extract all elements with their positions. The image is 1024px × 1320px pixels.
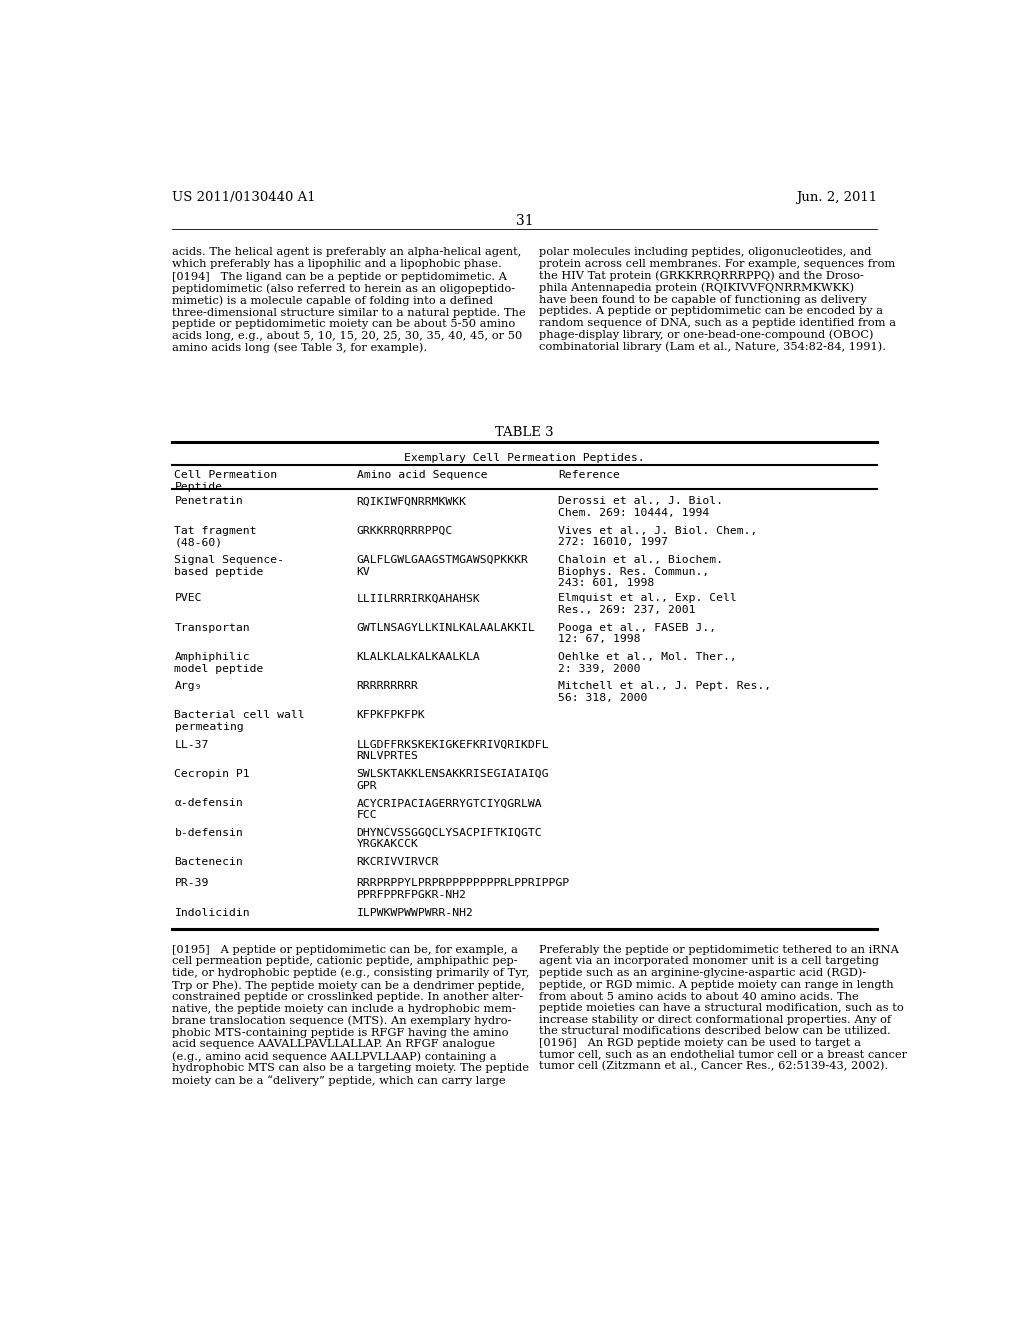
- Text: LLGDFFRKSKEKIGKEFKRIVQRIKDFL
RNLVPRTES: LLGDFFRKSKEKIGKEFKRIVQRIKDFL RNLVPRTES: [356, 739, 549, 762]
- Text: RRRRRRRRR: RRRRRRRRR: [356, 681, 419, 692]
- Text: US 2011/0130440 A1: US 2011/0130440 A1: [172, 191, 315, 203]
- Text: SWLSKTAKKLENSAKKRISEGIAIAIQG
GPR: SWLSKTAKKLENSAKKRISEGIAIAIQG GPR: [356, 770, 549, 791]
- Text: ILPWKWPWWPWRR-NH2: ILPWKWPWWPWRR-NH2: [356, 908, 473, 917]
- Text: Amino acid Sequence: Amino acid Sequence: [356, 470, 487, 480]
- Text: Cell Permeation
Peptide: Cell Permeation Peptide: [174, 470, 278, 492]
- Text: KFPKFPKFPK: KFPKFPKFPK: [356, 710, 425, 721]
- Text: LL-37: LL-37: [174, 739, 209, 750]
- Text: KLALKLALKALKAALKLA: KLALKLALKALKAALKLA: [356, 652, 480, 661]
- Text: [0195]   A peptide or peptidomimetic can be, for example, a
cell permeation pept: [0195] A peptide or peptidomimetic can b…: [172, 945, 529, 1086]
- Text: Derossi et al., J. Biol.
Chem. 269: 10444, 1994: Derossi et al., J. Biol. Chem. 269: 1044…: [558, 496, 723, 517]
- Text: RRRPRPPYLPRPRPPPPPPPPRLPPRIPPGP
PPRFPPRFPGKR-NH2: RRRPRPPYLPRPRPPPPPPPPRLPPRIPPGP PPRFPPRF…: [356, 878, 569, 900]
- Text: [0194]   The ligand can be a peptide or peptidomimetic. A
peptidomimetic (also r: [0194] The ligand can be a peptide or pe…: [172, 272, 525, 354]
- Text: Preferably the peptide or peptidomimetic tethered to an iRNA
agent via an incorp: Preferably the peptide or peptidomimetic…: [539, 945, 907, 1072]
- Text: DHYNCVSSGGQCLYSACPIFTKIQGTC
YRGKAKCCK: DHYNCVSSGGQCLYSACPIFTKIQGTC YRGKAKCCK: [356, 828, 543, 849]
- Text: RQIKIWFQNRRMKWKK: RQIKIWFQNRRMKWKK: [356, 496, 467, 507]
- Text: Cecropin P1: Cecropin P1: [174, 770, 250, 779]
- Text: Oehlke et al., Mol. Ther.,
2: 339, 2000: Oehlke et al., Mol. Ther., 2: 339, 2000: [558, 652, 737, 673]
- Text: TABLE 3: TABLE 3: [496, 426, 554, 440]
- Text: PVEC: PVEC: [174, 594, 202, 603]
- Text: acids. The helical agent is preferably an alpha-helical agent,
which preferably : acids. The helical agent is preferably a…: [172, 247, 521, 268]
- Text: GRKKRRQRRRPPQC: GRKKRRQRRRPPQC: [356, 525, 453, 536]
- Text: b-defensin: b-defensin: [174, 828, 244, 837]
- Text: Bactenecin: Bactenecin: [174, 857, 244, 867]
- Text: Exemplary Cell Permeation Peptides.: Exemplary Cell Permeation Peptides.: [404, 453, 645, 462]
- Text: LLIILRRRIRKQAHAHSK: LLIILRRRIRKQAHAHSK: [356, 594, 480, 603]
- Text: Pooga et al., FASEB J.,
12: 67, 1998: Pooga et al., FASEB J., 12: 67, 1998: [558, 623, 716, 644]
- Text: Amphiphilic
model peptide: Amphiphilic model peptide: [174, 652, 264, 673]
- Text: Tat fragment
(48-60): Tat fragment (48-60): [174, 525, 257, 548]
- Text: polar molecules including peptides, oligonucleotides, and
protein across cell me: polar molecules including peptides, olig…: [539, 247, 896, 352]
- Text: Reference: Reference: [558, 470, 620, 480]
- Text: Arg₉: Arg₉: [174, 681, 202, 692]
- Text: Transportan: Transportan: [174, 623, 250, 632]
- Text: RKCRIVVIRVCR: RKCRIVVIRVCR: [356, 857, 439, 867]
- Text: GALFLGWLGAAGSTMGAWSQPKKKR
KV: GALFLGWLGAAGSTMGAWSQPKKKR KV: [356, 554, 528, 577]
- Text: PR-39: PR-39: [174, 878, 209, 888]
- Text: Indolicidin: Indolicidin: [174, 908, 250, 917]
- Text: 31: 31: [516, 214, 534, 228]
- Text: ACYCRIPACIAGERRYGTCIYQGRLWA
FCC: ACYCRIPACIAGERRYGTCIYQGRLWA FCC: [356, 799, 543, 820]
- Text: Bacterial cell wall
permeating: Bacterial cell wall permeating: [174, 710, 305, 733]
- Text: Mitchell et al., J. Pept. Res.,
56: 318, 2000: Mitchell et al., J. Pept. Res., 56: 318,…: [558, 681, 771, 702]
- Text: α-defensin: α-defensin: [174, 799, 244, 808]
- Text: Penetratin: Penetratin: [174, 496, 244, 507]
- Text: Jun. 2, 2011: Jun. 2, 2011: [797, 191, 878, 203]
- Text: Chaloin et al., Biochem.
Biophys. Res. Commun.,
243: 601, 1998: Chaloin et al., Biochem. Biophys. Res. C…: [558, 554, 723, 589]
- Text: Signal Sequence-
based peptide: Signal Sequence- based peptide: [174, 554, 285, 577]
- Text: Elmquist et al., Exp. Cell
Res., 269: 237, 2001: Elmquist et al., Exp. Cell Res., 269: 23…: [558, 594, 737, 615]
- Text: Vives et al., J. Biol. Chem.,
272: 16010, 1997: Vives et al., J. Biol. Chem., 272: 16010…: [558, 525, 758, 548]
- Text: GWTLNSAGYLLKINLKALAALAKKIL: GWTLNSAGYLLKINLKALAALAKKIL: [356, 623, 536, 632]
